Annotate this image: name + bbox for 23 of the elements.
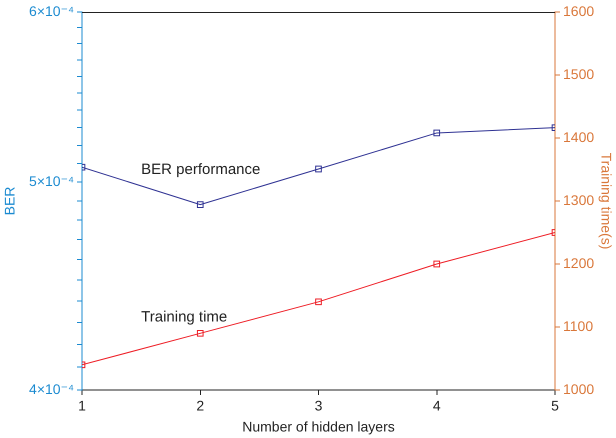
- series-label: BER performance: [141, 160, 260, 178]
- x-tick-label: 2: [196, 397, 204, 414]
- point: [433, 130, 440, 136]
- y2-tick-label: 1000: [563, 380, 594, 397]
- y2-tick-label: 1500: [563, 66, 594, 82]
- y2-tick-label: 1300: [563, 192, 594, 208]
- y-axis-title: BER: [1, 186, 18, 216]
- y-tick-label: 4×10⁻⁴: [29, 380, 74, 397]
- x-axis-title: Number of hidden layers: [242, 418, 395, 434]
- y2-tick-label: 1100: [563, 318, 594, 334]
- x-tick-label: 1: [78, 397, 86, 414]
- series-label: Training time: [141, 308, 228, 326]
- x-tick-label: 3: [314, 397, 323, 414]
- x-tick-label: 5: [551, 397, 560, 414]
- point: [196, 201, 204, 208]
- x-tick-label: 4: [432, 397, 441, 414]
- y-tick-label: 6×10⁻⁴: [29, 2, 74, 19]
- y-tick-label: 5×10⁻⁴: [29, 172, 74, 189]
- y2-tick-label: 1200: [563, 254, 594, 271]
- y2-tick-label: 1600: [563, 2, 594, 19]
- y2-tick-label: 1400: [563, 128, 594, 145]
- point: [315, 166, 322, 172]
- y2-axis-title: Training time(s): [598, 152, 615, 250]
